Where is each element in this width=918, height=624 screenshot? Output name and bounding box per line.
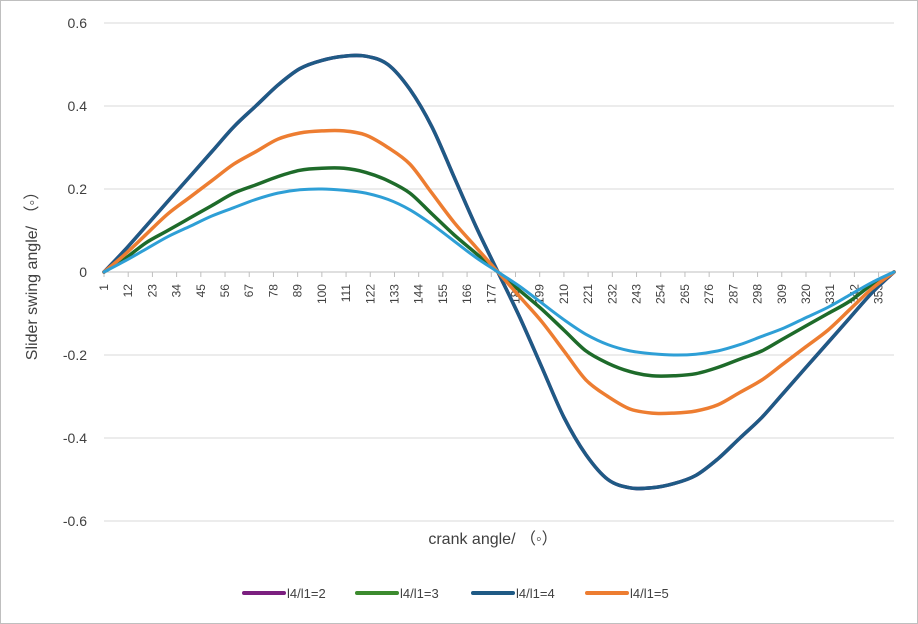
x-axis-title: crank angle/ （◦） xyxy=(428,530,557,548)
x-tick-label: 177 xyxy=(484,284,498,304)
x-tick-label: 232 xyxy=(605,284,619,304)
series-line-5 xyxy=(102,187,896,357)
legend-label: l4/l1=3 xyxy=(400,586,439,601)
x-tick-label: 12 xyxy=(121,284,135,298)
x-tick-label: 100 xyxy=(315,284,329,304)
x-tick-label: 89 xyxy=(291,284,305,298)
x-tick-label: 45 xyxy=(194,284,208,298)
x-tick-label: 276 xyxy=(702,284,716,304)
legend-label: l4/l1=2 xyxy=(287,586,326,601)
x-tick-label: 298 xyxy=(751,284,765,304)
x-tick-label: 265 xyxy=(678,284,692,304)
legend: l4/l1=2 l4/l1=3 l4/l1=4 l4/l1=5 xyxy=(242,586,669,601)
x-tick-label: 254 xyxy=(654,284,668,304)
x-tick-label: 221 xyxy=(581,284,595,304)
series-lines xyxy=(102,53,896,491)
x-tick-label: 23 xyxy=(145,284,159,298)
x-tick-label: 243 xyxy=(630,284,644,304)
x-tick-label: 210 xyxy=(557,284,571,304)
y-tick-label: 0.6 xyxy=(68,15,88,31)
x-axis-tick-labels: 1 12 23 34 45 56 67 78 89 100 111 122 133 144 155 166 17… xyxy=(97,284,886,304)
x-tick-label: 320 xyxy=(799,284,813,304)
x-tick-label: 287 xyxy=(726,284,740,304)
legend-label: l4/l1=5 xyxy=(630,586,669,601)
x-tick-label: 122 xyxy=(363,284,377,304)
x-tick-label: 56 xyxy=(218,284,232,298)
y-axis-title: Slider swing angle/ （◦） xyxy=(23,184,41,360)
y-tick-label: -0.2 xyxy=(63,347,87,363)
x-tick-label: 78 xyxy=(266,284,280,298)
x-tick-label: 309 xyxy=(775,284,789,304)
x-tick-label: 144 xyxy=(412,284,426,304)
x-tick-label: 34 xyxy=(170,284,184,298)
legend-label: l4/l1=4 xyxy=(516,586,555,601)
y-tick-label: 0.4 xyxy=(68,98,88,114)
x-tick-label: 133 xyxy=(387,284,401,304)
x-tick-label: 166 xyxy=(460,284,474,304)
x-tick-label: 67 xyxy=(242,284,256,298)
y-tick-label: 0.2 xyxy=(68,181,88,197)
y-axis-tick-labels: 0.6 0.4 0.2 0 -0.2 -0.4 -0.6 xyxy=(63,15,87,529)
y-tick-label: -0.4 xyxy=(63,430,87,446)
x-tick-label: 1 xyxy=(97,284,111,291)
y-tick-label: 0 xyxy=(79,264,87,280)
x-tick-label: 331 xyxy=(823,284,837,304)
y-tick-label: -0.6 xyxy=(63,513,87,529)
x-axis-ticks xyxy=(103,272,880,277)
x-tick-label: 155 xyxy=(436,284,450,304)
x-tick-label: 111 xyxy=(339,284,353,303)
